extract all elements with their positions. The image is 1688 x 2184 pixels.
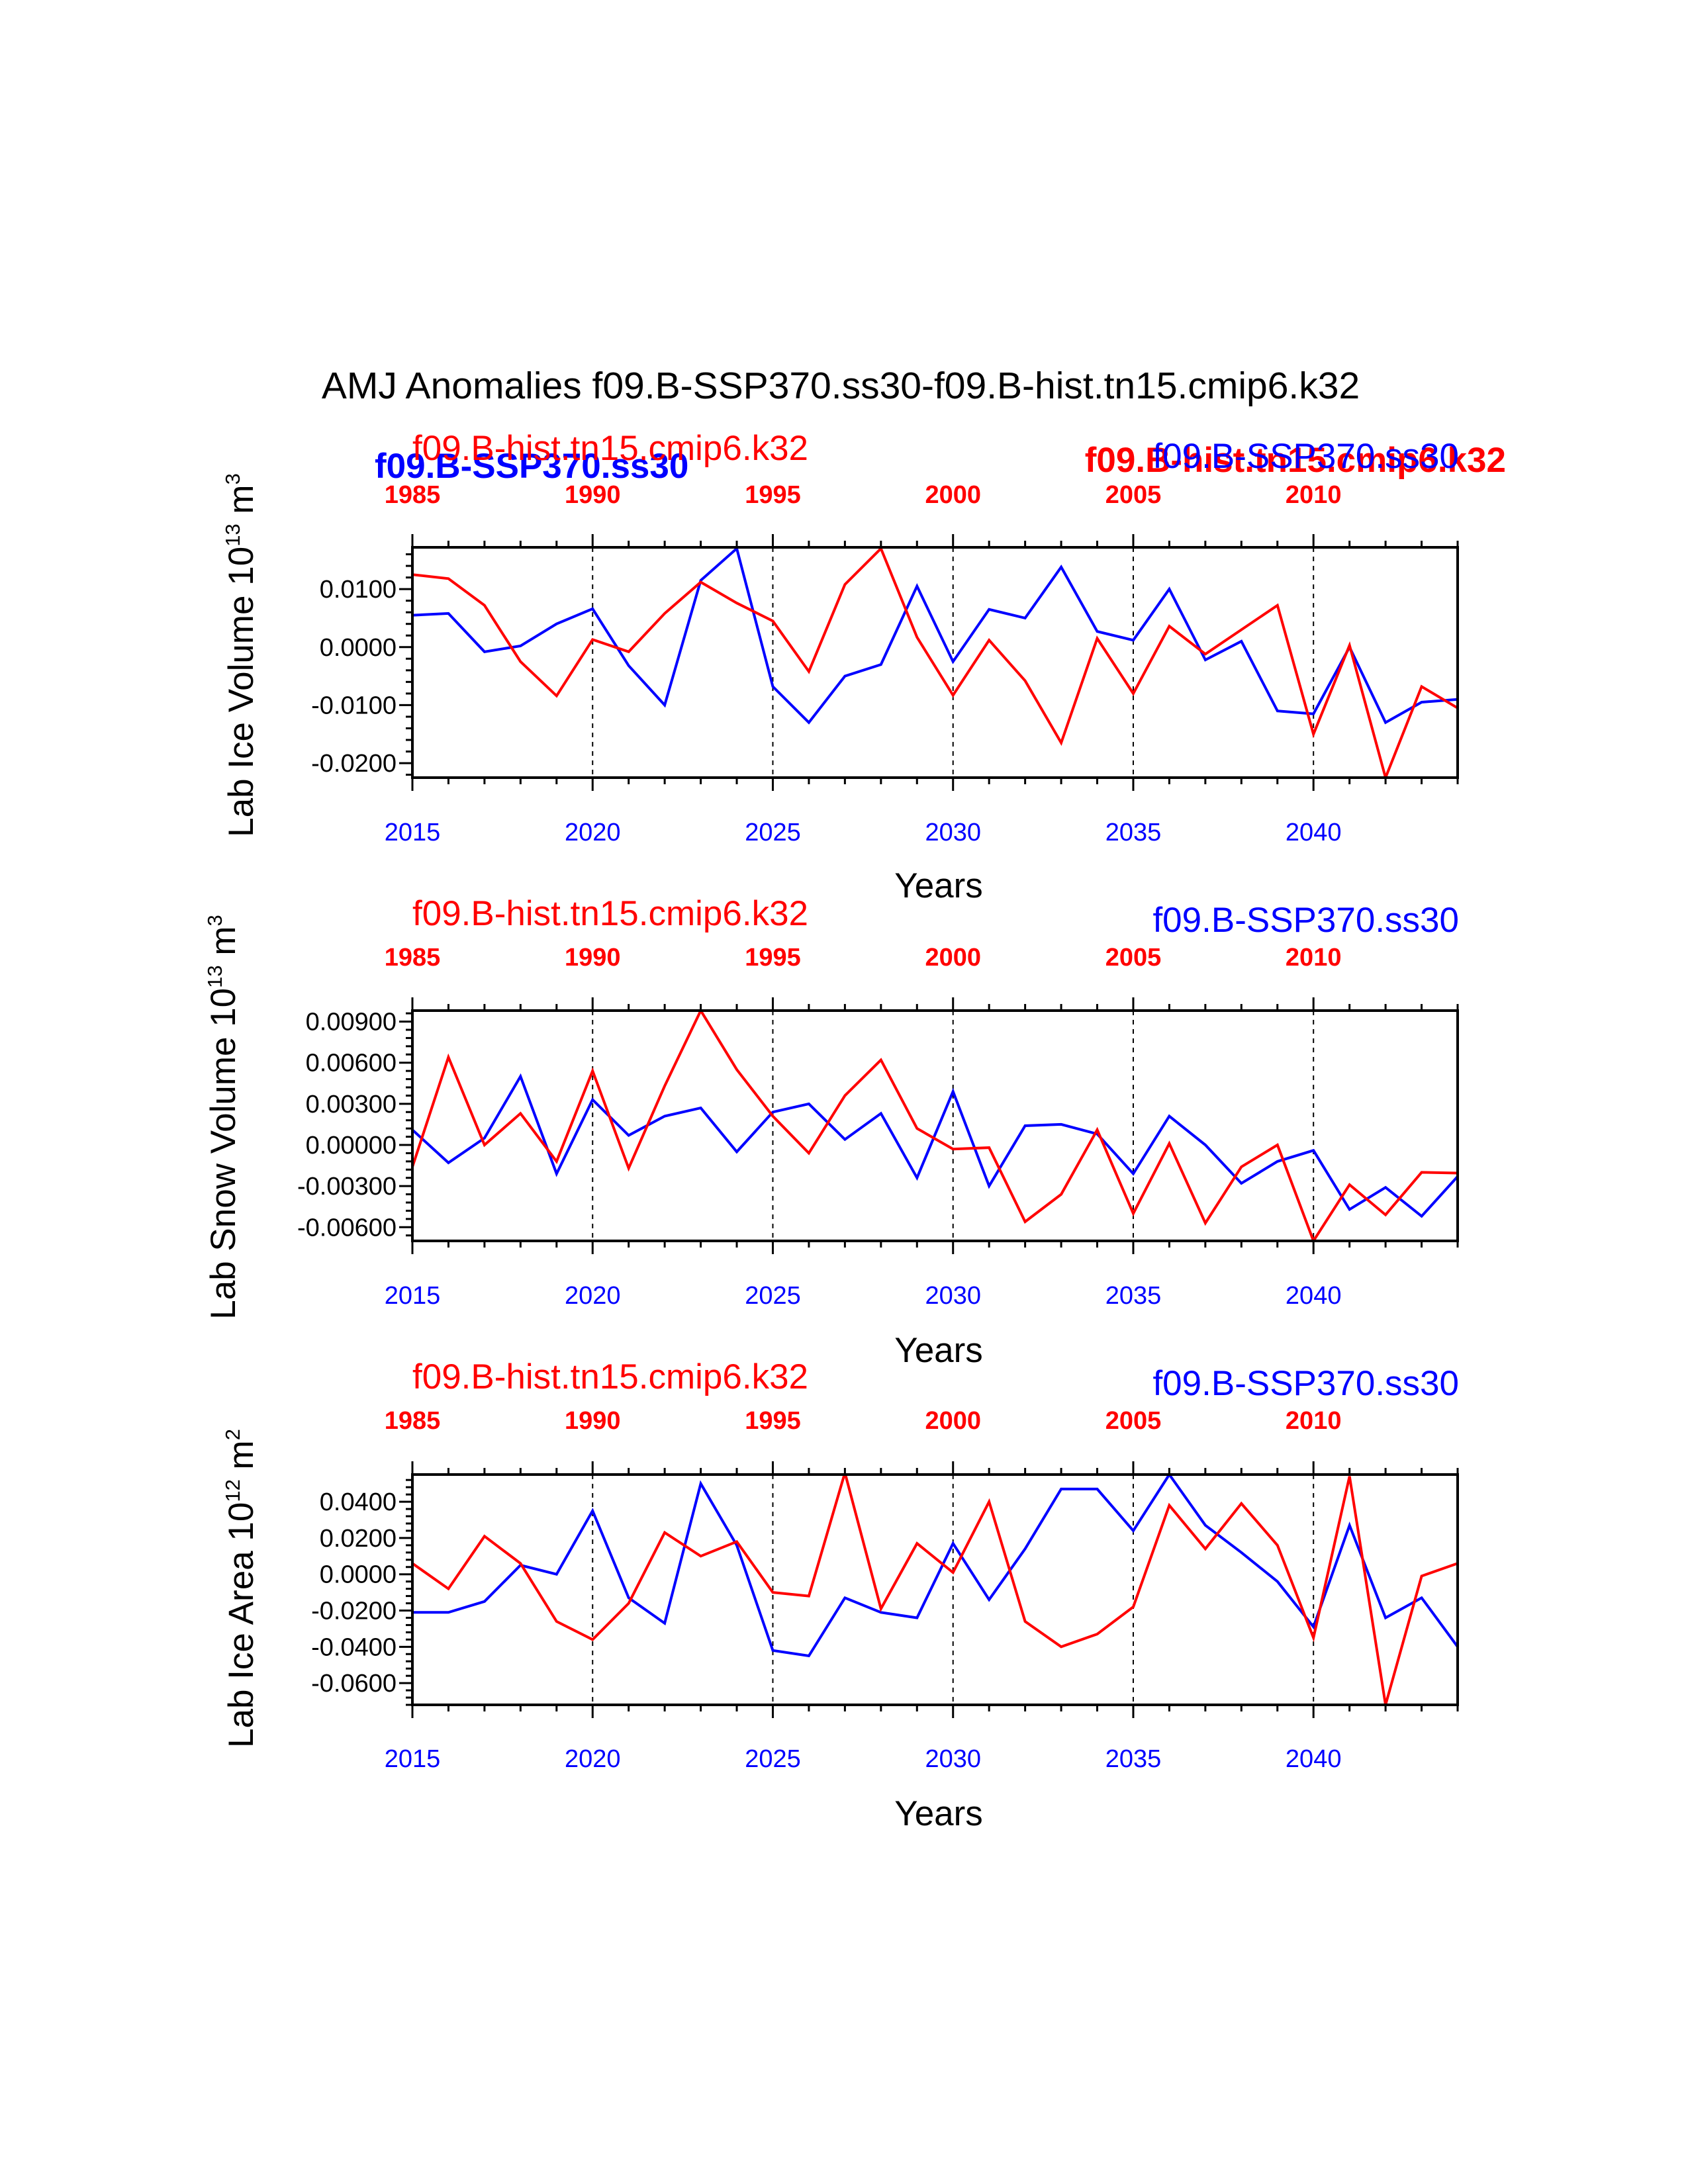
panel-ice-volume-ylabel-unit: m <box>222 484 261 523</box>
panel-snow-volume-top-xtick-label: 1985 <box>385 944 441 972</box>
panel-ice-volume-frame <box>411 546 1459 779</box>
panel-ice-area-xlabel: Years <box>894 1794 983 1833</box>
panel-snow-volume-ytick-label: 0.00000 <box>306 1132 397 1160</box>
red-bold-series-label: f09.B-hist.tn15.cmip6.k32 <box>1085 441 1506 480</box>
panel-ice-area-top-xtick-label: 1990 <box>565 1407 621 1435</box>
panel-snow-volume-ytick-label: 0.00600 <box>306 1050 397 1077</box>
panel-ice-volume-ylabel-unit-exp: 3 <box>221 473 244 484</box>
panel-ice-area-xtick-label: 2040 <box>1286 1745 1342 1773</box>
panel-snow-volume-top-xtick-label: 1995 <box>745 944 801 972</box>
panel-snow-volume: f09.B-hist.tn15.cmip6.k32 f09.B-SSP370.s… <box>203 894 1459 1370</box>
panel-ice-volume-xtick-label: 2040 <box>1286 819 1342 846</box>
panel-ice-volume-right-label: f09.B-SSP370.ss30 <box>1152 437 1459 476</box>
panel-ice-volume-top-xtick-label: 1990 <box>565 481 621 509</box>
panel-ice-volume-xtick-label: 2025 <box>745 819 801 846</box>
panel-ice-volume-ytick-label: -0.0200 <box>311 750 397 778</box>
panel-ice-volume-ytick-label: 0.0000 <box>320 634 397 662</box>
panel-snow-volume-ylabel-unit: m <box>204 926 243 965</box>
panel-ice-area-ylabel-text: Lab Ice Area 10 <box>222 1502 261 1748</box>
panel-ice-area-ytick-label: -0.0200 <box>311 1598 397 1625</box>
panel-ice-area-xtick-label: 2020 <box>565 1745 621 1773</box>
panel-ice-area-ylabel-unit: m <box>222 1440 261 1479</box>
panel-ice-volume-xtick-label: 2020 <box>565 819 621 846</box>
panel-snow-volume-series-hist-line <box>412 1011 1458 1241</box>
panel-ice-volume-series-hist-line <box>412 547 1458 778</box>
panel-ice-volume-ytick-label: 0.0100 <box>320 576 397 604</box>
panel-snow-volume-xlabel: Years <box>894 1331 983 1370</box>
panel-ice-area-top-xtick-label: 2000 <box>925 1407 981 1435</box>
panel-snow-volume-top-xtick-label: 1990 <box>565 944 621 972</box>
panel-ice-area-ylabel-exp: 12 <box>221 1479 244 1502</box>
panel-ice-volume-ylabel-exp: 13 <box>221 523 244 546</box>
panel-ice-volume-ytick-label: -0.0100 <box>311 692 397 719</box>
panel-snow-volume-xtick-label: 2015 <box>385 1282 441 1310</box>
panel-ice-volume: f09.B-hist.tn15.cmip6.k32 f09.B-SSP370.s… <box>221 429 1459 905</box>
panel-ice-volume-top-xtick-label: 1995 <box>745 481 801 509</box>
panel-snow-volume-xtick-label: 2020 <box>565 1282 621 1310</box>
panel-ice-area-top-xtick-label: 2005 <box>1105 1407 1162 1435</box>
blue-bold-series-label: f09.B-SSP370.ss30 <box>375 447 688 486</box>
panel-ice-area-ytick-label: -0.0400 <box>311 1633 397 1661</box>
panel-snow-volume-ylabel: Lab Snow Volume 1013 m3 <box>203 915 243 1320</box>
figure-title: AMJ Anomalies f09.B-SSP370.ss30-f09.B-hi… <box>322 365 1360 407</box>
panel-ice-area-xtick-label: 2030 <box>925 1745 981 1773</box>
panel-ice-area-top-xtick-label: 1985 <box>385 1407 441 1435</box>
panel-snow-volume-ytick-label: -0.00600 <box>297 1214 397 1242</box>
panel-ice-volume-xlabel: Years <box>894 866 983 905</box>
panel-snow-volume-xtick-label: 2035 <box>1105 1282 1162 1310</box>
panel-snow-volume-frame <box>411 1009 1459 1242</box>
panel-ice-volume-top-xtick-label: 2005 <box>1105 481 1162 509</box>
panel-ice-area-ytick-label: 0.0400 <box>320 1488 397 1516</box>
panel-ice-volume-top-xtick-label: 2010 <box>1286 481 1342 509</box>
panel-ice-area-ylabel-unit-exp: 2 <box>221 1429 244 1440</box>
panel-snow-volume-xtick-label: 2040 <box>1286 1282 1342 1310</box>
panel-snow-volume-ylabel-exp: 13 <box>203 965 226 987</box>
panel-ice-area-ytick-label: 0.0200 <box>320 1525 397 1553</box>
panel-ice-volume-left-label: f09.B-hist.tn15.cmip6.k32 <box>412 429 808 468</box>
panel-ice-volume-ylabel-text: Lab Ice Volume 10 <box>222 547 261 837</box>
panel-snow-volume-top-xtick-label: 2005 <box>1105 944 1162 972</box>
panel-ice-area-xtick-label: 2015 <box>385 1745 441 1773</box>
panel-ice-area-left-label: f09.B-hist.tn15.cmip6.k32 <box>412 1357 808 1396</box>
panel-ice-area-top-xtick-label: 2010 <box>1286 1407 1342 1435</box>
panel-ice-area-frame <box>411 1473 1459 1706</box>
panel-snow-volume-top-xtick-label: 2000 <box>925 944 981 972</box>
panel-ice-area: f09.B-hist.tn15.cmip6.k32 f09.B-SSP370.s… <box>221 1357 1459 1833</box>
panel-ice-area-ylabel: Lab Ice Area 1012 m2 <box>221 1429 261 1748</box>
panel-ice-area-xtick-label: 2035 <box>1105 1745 1162 1773</box>
panel-ice-volume-xtick-label: 2015 <box>385 819 441 846</box>
panel-snow-volume-ylabel-unit-exp: 3 <box>203 915 226 926</box>
panel-ice-volume-top-xtick-label: 1985 <box>385 481 441 509</box>
panel-ice-volume-top-xtick-label: 2000 <box>925 481 981 509</box>
panel-snow-volume-left-label: f09.B-hist.tn15.cmip6.k32 <box>412 894 808 933</box>
panel-snow-volume-ytick-label: 0.00300 <box>306 1091 397 1118</box>
panel-ice-volume-xtick-label: 2030 <box>925 819 981 846</box>
panel-snow-volume-xtick-label: 2030 <box>925 1282 981 1310</box>
panel-snow-volume-ytick-label: -0.00300 <box>297 1173 397 1201</box>
panel-ice-area-series-ssp370-line <box>412 1475 1458 1658</box>
panel-ice-area-ytick-label: 0.0000 <box>320 1561 397 1589</box>
panel-ice-volume-ylabel: Lab Ice Volume 1013 m3 <box>221 473 261 837</box>
panel-snow-volume-right-label: f09.B-SSP370.ss30 <box>1152 901 1459 940</box>
panel-ice-area-right-label: f09.B-SSP370.ss30 <box>1152 1364 1459 1403</box>
panel-snow-volume-xtick-label: 2025 <box>745 1282 801 1310</box>
panel-snow-volume-ytick-label: 0.00900 <box>306 1009 397 1036</box>
panel-snow-volume-top-xtick-label: 2010 <box>1286 944 1342 972</box>
panel-ice-area-series-hist-line <box>412 1475 1458 1705</box>
panel-snow-volume-ylabel-text: Lab Snow Volume 10 <box>204 988 243 1320</box>
panel-ice-area-top-xtick-label: 1995 <box>745 1407 801 1435</box>
panel-ice-volume-series-ssp370-line <box>412 547 1458 725</box>
panel-ice-volume-xtick-label: 2035 <box>1105 819 1162 846</box>
panel-ice-area-ytick-label: -0.0600 <box>311 1670 397 1698</box>
panel-ice-area-xtick-label: 2025 <box>745 1745 801 1773</box>
